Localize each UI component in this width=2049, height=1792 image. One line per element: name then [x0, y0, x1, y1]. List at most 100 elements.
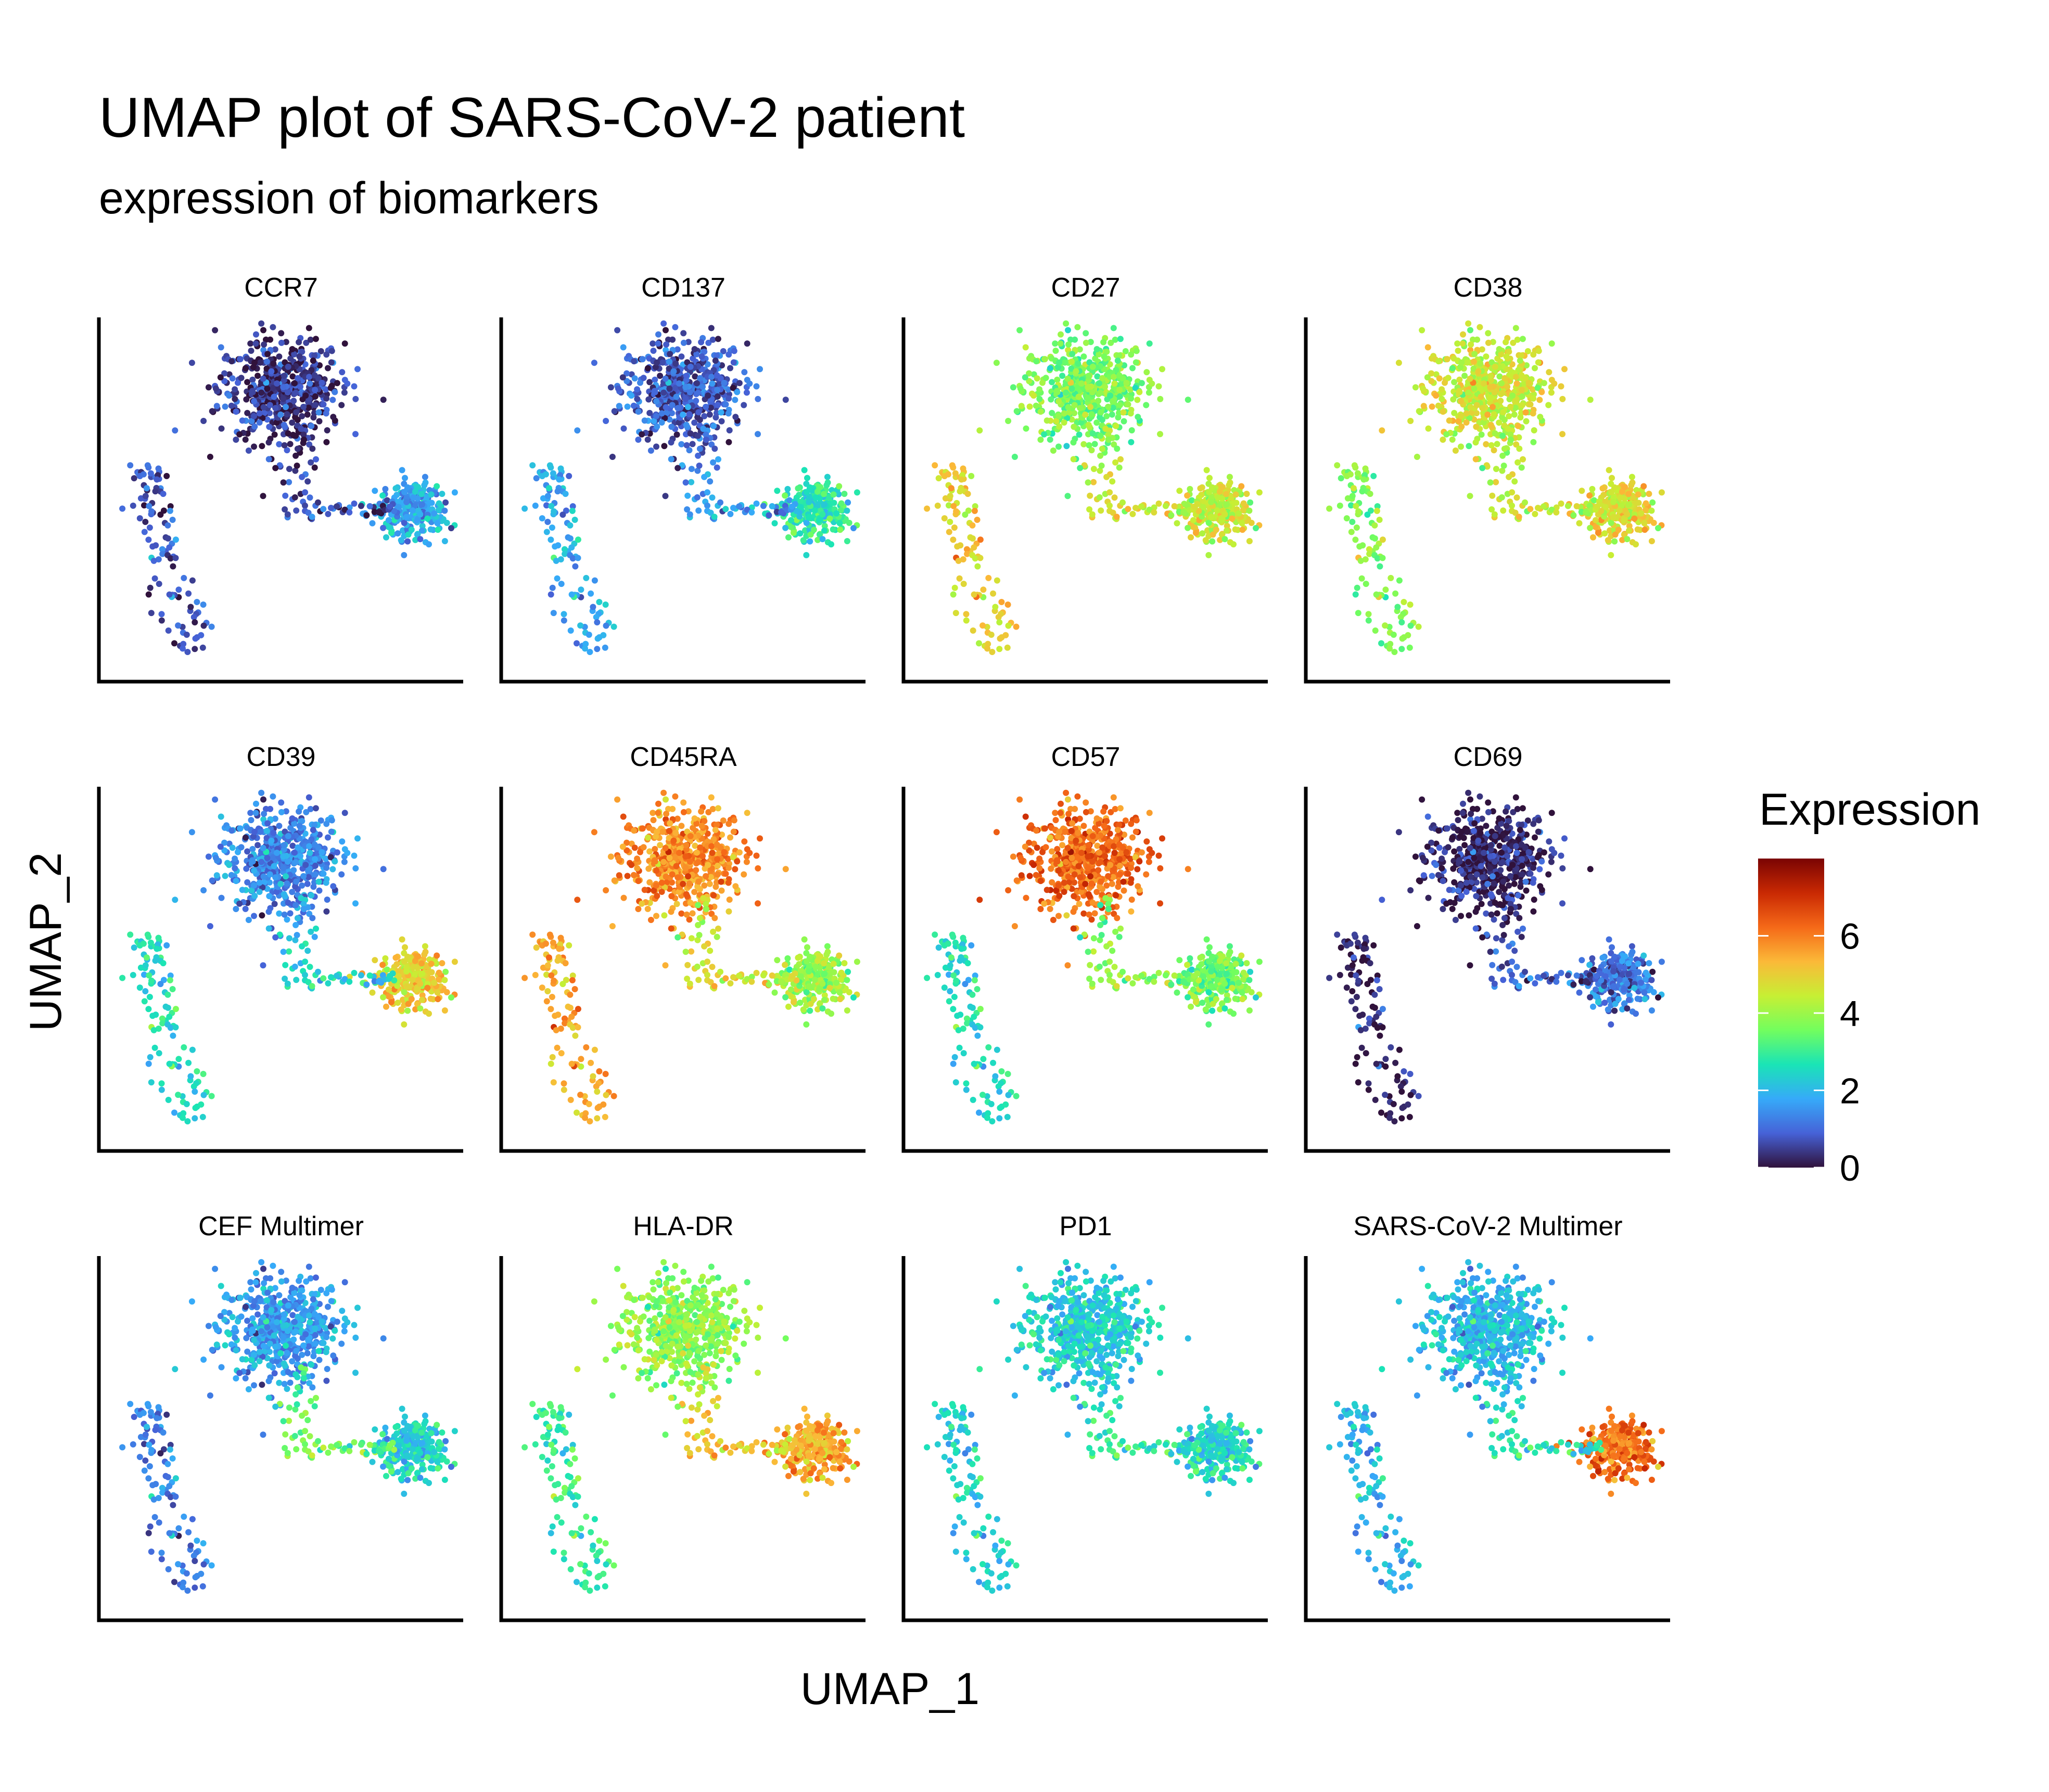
cell-point [278, 339, 285, 346]
cell-point [441, 538, 448, 544]
cell-point [292, 390, 299, 396]
cell-point [170, 563, 176, 570]
cell-point [251, 882, 257, 889]
cell-point [256, 410, 263, 417]
cell-point [1439, 386, 1445, 393]
cell-point [236, 825, 243, 832]
cell-point [668, 456, 674, 463]
cell-point [1500, 507, 1507, 514]
cell-point [294, 463, 300, 469]
cell-point [718, 409, 724, 416]
cell-point [172, 427, 179, 434]
cell-point [1507, 403, 1514, 410]
cell-point [1478, 431, 1485, 438]
cell-point [284, 389, 291, 396]
cell-point [264, 385, 271, 392]
cell-point [701, 473, 708, 480]
cell-point [145, 591, 152, 598]
cell-point [741, 402, 747, 408]
cell-point [304, 411, 311, 418]
cell-point [1439, 395, 1445, 402]
cell-point [819, 511, 826, 518]
cell-point [1093, 346, 1100, 352]
cell-point [152, 1012, 159, 1018]
cell-point [260, 962, 266, 969]
cell-point [1485, 330, 1492, 337]
cell-point [401, 552, 408, 558]
cell-point [1159, 366, 1165, 373]
cell-point [304, 948, 311, 954]
cell-point [1037, 437, 1044, 443]
cell-point [190, 1083, 197, 1090]
cell-point [1382, 622, 1389, 629]
cell-point [833, 510, 840, 517]
cell-point [238, 375, 245, 381]
cell-point [807, 531, 814, 538]
cell-point [543, 529, 550, 535]
cell-point [339, 838, 346, 845]
cell-point [837, 527, 844, 533]
cell-point [594, 646, 601, 652]
cell-point [278, 809, 285, 815]
cell-point [1503, 353, 1510, 360]
cell-point [369, 989, 376, 996]
cell-point [1080, 353, 1087, 360]
cell-point [164, 1004, 171, 1011]
cell-point [431, 979, 438, 986]
cell-point [319, 379, 325, 386]
cell-point [782, 396, 789, 403]
cell-point [289, 419, 296, 426]
cell-point [282, 492, 289, 499]
cell-point [1125, 401, 1131, 408]
cell-point [744, 340, 750, 347]
cell-point [804, 489, 810, 495]
cell-point [155, 556, 162, 562]
cell-point [1394, 604, 1401, 610]
cell-point [1138, 380, 1145, 387]
cell-point [341, 846, 348, 853]
cell-point [698, 353, 705, 360]
cell-point [1253, 525, 1259, 531]
cell-point [164, 522, 171, 529]
cell-point [150, 557, 157, 564]
cell-point [695, 432, 702, 439]
cell-point [714, 387, 721, 393]
cell-point [209, 408, 215, 415]
cell-point [1083, 339, 1089, 346]
cell-point [634, 395, 641, 402]
cell-point [172, 1006, 179, 1013]
cell-point [280, 479, 287, 486]
cell-point [1508, 437, 1514, 443]
cell-point [850, 525, 857, 531]
cell-point [703, 403, 709, 410]
cell-point [1390, 631, 1397, 638]
cell-point [325, 510, 332, 517]
cell-point [561, 617, 567, 624]
cell-point [1013, 408, 1020, 415]
cell-point [683, 373, 690, 379]
cell-point [236, 900, 243, 907]
cell-point [1477, 324, 1483, 330]
cell-point [1515, 459, 1521, 466]
cell-point [369, 520, 376, 527]
cell-point [142, 988, 149, 994]
cell-point [1111, 380, 1118, 387]
cell-point [683, 421, 690, 428]
cell-point [439, 491, 446, 497]
cell-point [175, 622, 182, 629]
cell-point [334, 503, 340, 510]
cell-point [431, 510, 438, 517]
cell-point [352, 431, 359, 438]
cell-point [1493, 479, 1499, 485]
cell-point [1412, 384, 1419, 391]
cell-point [1655, 525, 1661, 531]
cell-point [1615, 527, 1622, 533]
cell-point [755, 431, 761, 438]
cell-point [722, 506, 729, 513]
cell-point [1435, 402, 1442, 409]
cell-point [404, 484, 411, 491]
cell-point [243, 396, 250, 403]
cell-point [688, 466, 695, 472]
cell-point [1128, 351, 1135, 358]
cell-point [307, 494, 313, 501]
